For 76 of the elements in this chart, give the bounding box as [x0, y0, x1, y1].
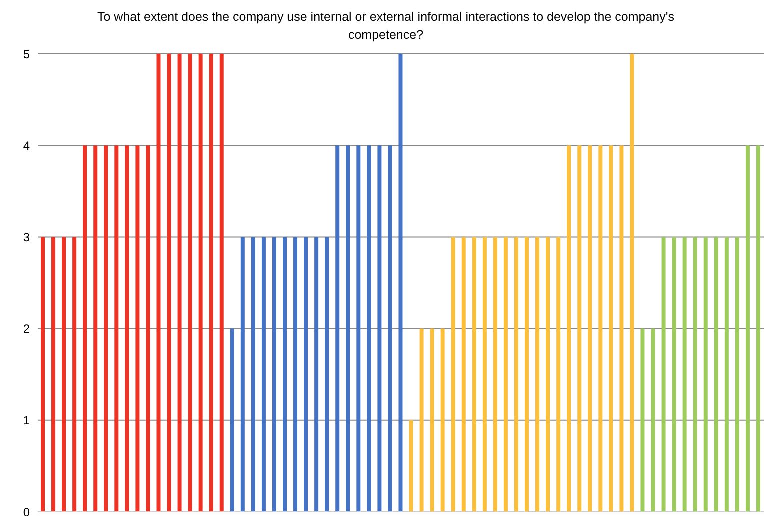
bar — [693, 237, 698, 512]
bar — [735, 237, 740, 512]
bar — [104, 146, 108, 512]
bar — [62, 237, 66, 512]
bar — [356, 146, 361, 512]
bar — [472, 237, 476, 512]
y-tick-label: 1 — [23, 414, 30, 428]
bar — [178, 54, 182, 512]
bar — [536, 237, 540, 512]
bar — [188, 54, 192, 512]
bar — [704, 237, 708, 512]
bar — [651, 328, 656, 512]
bar — [462, 237, 466, 512]
bar — [630, 54, 634, 512]
chart-title: To what extent does the company use internal or external informal interactions to develop the company's competence? — [96, 9, 676, 44]
bar — [325, 237, 330, 512]
bar — [220, 54, 224, 512]
y-tick-label: 2 — [23, 322, 30, 336]
bar — [367, 146, 372, 512]
bar — [94, 146, 98, 512]
bar — [388, 146, 392, 512]
bar — [272, 237, 276, 512]
bar — [578, 146, 582, 512]
bar — [514, 237, 518, 512]
y-tick-label: 4 — [23, 138, 30, 153]
y-tick-label: 0 — [23, 505, 30, 520]
bar — [620, 146, 624, 512]
bar — [251, 237, 256, 512]
bar — [209, 54, 214, 512]
bar — [262, 237, 266, 512]
bar — [662, 237, 666, 512]
bar — [83, 146, 88, 512]
bar — [682, 237, 687, 512]
bar — [609, 146, 614, 512]
bar — [294, 237, 298, 512]
bar — [283, 237, 287, 512]
bar — [52, 237, 56, 512]
bar — [41, 237, 45, 512]
bar — [146, 146, 150, 512]
bar — [420, 328, 424, 512]
bar — [336, 146, 340, 512]
bar — [525, 237, 529, 512]
bar — [198, 54, 203, 512]
bar — [598, 146, 603, 512]
y-tick-label: 3 — [23, 230, 30, 244]
bar — [125, 146, 130, 512]
bar — [378, 146, 382, 512]
bar — [756, 146, 760, 512]
y-tick-label: 5 — [23, 47, 30, 62]
bar — [136, 146, 140, 512]
bar — [72, 237, 77, 512]
bar — [588, 146, 592, 512]
bar — [504, 237, 508, 512]
bar — [672, 237, 676, 512]
bar — [482, 237, 487, 512]
bar — [567, 146, 572, 512]
bar — [746, 146, 750, 512]
bar — [114, 146, 119, 512]
bar — [346, 146, 350, 512]
bar — [430, 328, 434, 512]
bar — [493, 237, 498, 512]
bar — [451, 237, 456, 512]
bar — [724, 237, 729, 512]
bar — [556, 237, 561, 512]
bar — [314, 237, 319, 512]
bar — [156, 54, 161, 512]
bar — [230, 328, 234, 512]
bar — [640, 328, 645, 512]
bar — [440, 328, 445, 512]
bar — [546, 237, 550, 512]
bar — [398, 54, 403, 512]
bar — [409, 420, 414, 512]
bar — [714, 237, 718, 512]
bar — [240, 237, 245, 512]
bar — [167, 54, 172, 512]
bar — [304, 237, 308, 512]
